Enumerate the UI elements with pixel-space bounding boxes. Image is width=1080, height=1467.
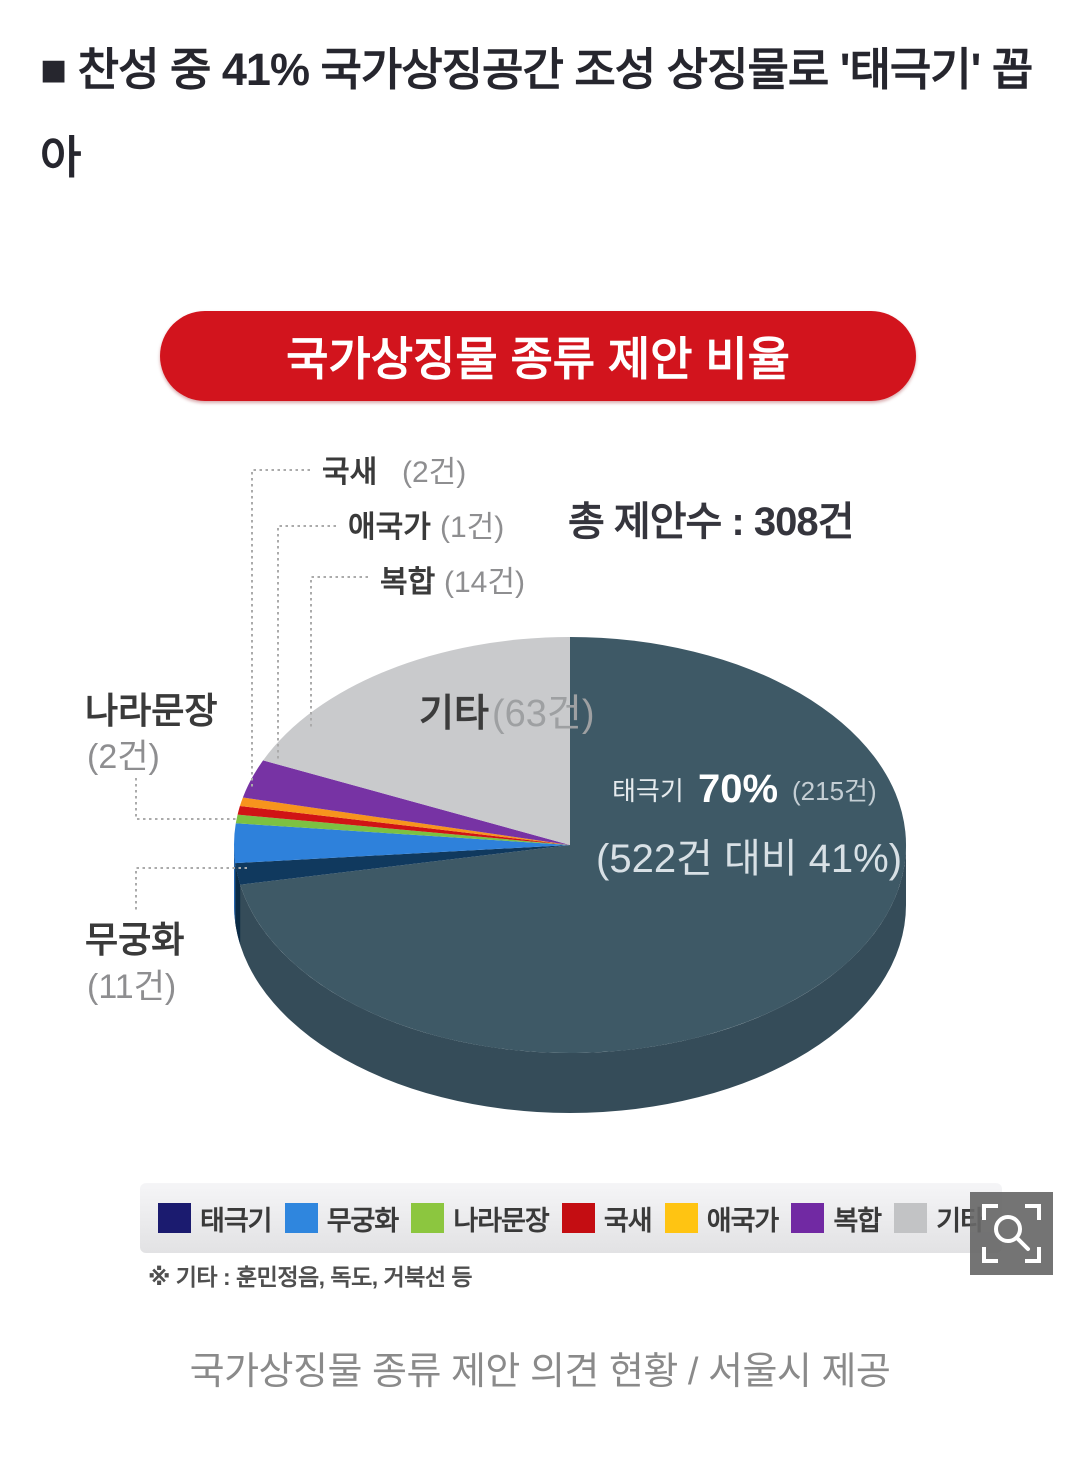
legend-item: 국새 <box>561 1199 653 1238</box>
legend-item: 복합 <box>791 1199 882 1238</box>
callout-aegukga-name: 애국가 <box>348 511 431 544</box>
pie-side-mugunghwa <box>234 845 236 924</box>
zoom-expand-button[interactable] <box>970 1192 1053 1275</box>
label-gita-name: 기타 <box>419 693 489 735</box>
slice-taegeukgi-edge <box>235 845 571 885</box>
bracket-top-right <box>1025 1204 1041 1220</box>
legend-item: 나라문장 <box>411 1199 550 1238</box>
magnifier-lens <box>994 1215 1022 1243</box>
legend-swatch <box>284 1203 318 1233</box>
callout-guksae-name: 국새 <box>322 456 377 489</box>
slice-gita <box>263 637 570 845</box>
label-taegeukgi-percent: 70% <box>698 767 778 811</box>
callout-bokhap-name: 복합 <box>380 566 436 599</box>
legend-swatch <box>411 1203 445 1233</box>
legend-item-label: 애국가 <box>706 1205 780 1236</box>
magnifier-handle <box>1015 1236 1030 1251</box>
callout-naramunjang-count: (2건) <box>87 738 160 776</box>
leader-aegukga <box>277 525 336 760</box>
legend-item-label: 국새 <box>603 1205 653 1236</box>
legend-item-label: 복합 <box>833 1205 882 1236</box>
pie-chart: 국새 (2건) 애국가 (1건) 복합 (14건) 총 제안수 : 308건 나… <box>85 456 907 1113</box>
bracket-top-left <box>982 1204 998 1220</box>
pie-side-taegeukgi-edge <box>235 863 241 945</box>
chart-title: 국가상징물 종류 제안 비율 <box>286 333 790 385</box>
slice-mugunghwa <box>233 823 571 864</box>
legend-swatch <box>894 1203 928 1233</box>
image-caption: 국가상징물 종류 제안 의견 현황 / 서울시 제공 <box>189 1351 891 1393</box>
legend-item: 애국가 <box>664 1199 780 1238</box>
magnifier-expand-icon <box>982 1204 1041 1263</box>
callout-bokhap-count: (14건) <box>444 566 525 599</box>
leader-mugunghwa <box>135 867 247 910</box>
total-proposals-label: 총 제안수 : 308건 <box>568 500 853 544</box>
label-taegeukgi-count: (215건) <box>792 776 877 806</box>
bracket-bottom-right <box>1025 1247 1041 1263</box>
callout-naramunjang-name: 나라문장 <box>85 690 217 731</box>
label-gita-count: (63건) <box>492 693 595 735</box>
legend-footnote: ※ 기타 : 훈민정음, 독도, 거북선 등 <box>148 1264 473 1290</box>
label-taegeukgi-name: 태극기 <box>612 776 684 806</box>
legend-item-label: 무궁화 <box>326 1205 400 1236</box>
legend-swatch <box>664 1203 698 1233</box>
legend: 태극기 무궁화 나라문장 국새 애국가 복합 기타 <box>140 1183 1002 1253</box>
callout-mugunghwa-count: (11건) <box>87 968 176 1006</box>
callout-aegukga-count: (1건) <box>440 511 504 544</box>
legend-item: 무궁화 <box>284 1199 400 1238</box>
slice-bokhap <box>242 760 570 845</box>
slice-naramunjang <box>235 814 571 845</box>
legend-swatch <box>158 1203 191 1233</box>
callout-mugunghwa-name: 무궁화 <box>85 919 184 960</box>
article-headline: ■ 찬성 중 41% 국가상징공간 조성 상징물로 '태극기' 꼽아 <box>40 44 1033 183</box>
slice-taegeukgi <box>240 637 907 1053</box>
bracket-bottom-left <box>982 1247 998 1263</box>
pie-side-main <box>234 845 906 1113</box>
legend-swatch <box>561 1203 595 1233</box>
legend-items: 태극기 무궁화 나라문장 국새 애국가 복합 기타 <box>158 1199 985 1238</box>
legend-item: 태극기 <box>158 1199 273 1238</box>
leader-guksae <box>251 469 310 790</box>
slice-guksae <box>237 806 570 845</box>
chart-title-banner: 국가상징물 종류 제안 비율 <box>160 311 916 401</box>
legend-item-label: 태극기 <box>200 1205 273 1236</box>
legend-swatch <box>791 1203 825 1233</box>
legend-item-label: 나라문장 <box>453 1205 549 1236</box>
leader-bokhap <box>310 576 368 728</box>
callout-guksae-count: (2건) <box>402 456 466 489</box>
slice-aegukga <box>239 797 570 845</box>
leader-naramunjang <box>135 778 238 820</box>
label-taegeukgi-note: (522건 대비 41%) <box>596 837 902 881</box>
